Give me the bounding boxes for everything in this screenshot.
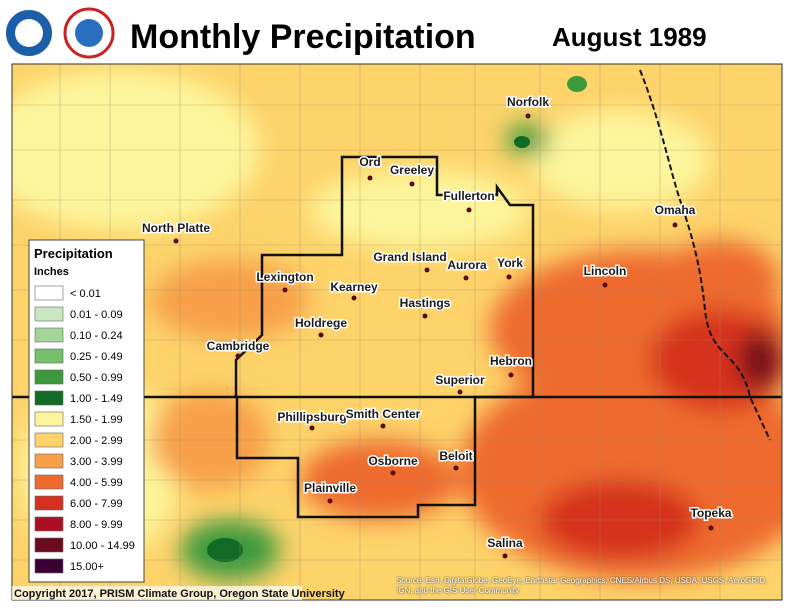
city-dot — [525, 113, 531, 119]
legend-swatch — [34, 495, 64, 511]
legend-unit: Inches — [34, 266, 69, 278]
legend-swatch — [34, 369, 64, 385]
legend-label: 3.00 - 3.99 — [70, 456, 123, 468]
date: August 1989 — [552, 22, 707, 52]
legend-swatch — [34, 558, 64, 574]
city-dot — [708, 525, 714, 531]
city-dot — [173, 238, 179, 244]
legend-swatch — [34, 516, 64, 532]
nws-logo-inner — [75, 19, 103, 47]
legend-swatch — [34, 327, 64, 343]
city-dot — [367, 175, 373, 181]
legend-swatch — [34, 537, 64, 553]
city-label: Phillipsburg — [277, 410, 346, 424]
city-label: Superior — [435, 373, 485, 387]
city-label: Cambridge — [207, 339, 270, 353]
legend-label: 0.25 - 0.49 — [70, 351, 123, 363]
city-label: York — [497, 256, 523, 270]
legend-swatch — [34, 474, 64, 490]
city-label: Grand Island — [373, 250, 446, 264]
legend-swatch — [34, 390, 64, 406]
city-dot — [380, 423, 386, 429]
city-dot — [506, 274, 512, 280]
legend-swatch — [34, 411, 64, 427]
city-dot — [351, 295, 357, 301]
legend-swatch — [34, 285, 64, 301]
legend-label: 0.10 - 0.24 — [70, 330, 123, 342]
copyright-bg — [12, 586, 302, 600]
city-label: Lincoln — [584, 264, 627, 278]
copyright: Copyright 2017, PRISM Climate Group, Ore… — [14, 588, 346, 600]
legend-swatch — [34, 432, 64, 448]
legend-title: Precipitation — [34, 246, 113, 261]
city-label: Holdrege — [295, 316, 347, 330]
city-label: Osborne — [368, 454, 418, 468]
city-dot — [502, 553, 508, 559]
city-label: Fullerton — [443, 189, 494, 203]
source-box: Source: Esri, DigitalGlobe, GeoEye, Eart… — [396, 576, 768, 595]
city-dot — [235, 353, 241, 359]
city-label: Topeka — [690, 506, 731, 520]
city-label: Kearney — [330, 280, 378, 294]
city-dot — [508, 372, 514, 378]
noaa-logo-inner — [15, 19, 43, 47]
city-dot — [463, 275, 469, 281]
legend-label: 10.00 - 14.99 — [70, 540, 135, 552]
city-dot — [602, 282, 608, 288]
city-label: Beloit — [439, 449, 472, 463]
city-label: Greeley — [390, 163, 434, 177]
legend: Precipitation Inches < 0.01 0.01 - 0.09 0.… — [28, 239, 145, 583]
city-dot — [390, 470, 396, 476]
city-label: Aurora — [447, 258, 487, 272]
legend-swatch — [34, 306, 64, 322]
legend-swatch — [34, 348, 64, 364]
city-dot — [318, 332, 324, 338]
legend-label: 8.00 - 9.99 — [70, 519, 123, 531]
city-label: Smith Center — [346, 407, 421, 421]
title: Monthly Precipitation — [130, 18, 476, 56]
city-dot — [309, 425, 315, 431]
city-dot — [466, 207, 472, 213]
city-label: Lexington — [256, 270, 313, 284]
city-label: Plainville — [304, 481, 356, 495]
precip-field — [12, 64, 782, 600]
legend-label: 1.50 - 1.99 — [70, 414, 123, 426]
city-label: Norfolk — [507, 95, 549, 109]
city-dot — [424, 267, 430, 273]
city-dot — [457, 389, 463, 395]
city-dot — [422, 313, 428, 319]
legend-label: < 0.01 — [70, 288, 101, 300]
source: Source: Esri, DigitalGlobe, GeoEye, Eart… — [396, 576, 768, 595]
legend-swatch — [34, 453, 64, 469]
city-label: Hebron — [490, 354, 532, 368]
city-label: Omaha — [655, 203, 696, 217]
city-label: Hastings — [400, 296, 451, 310]
legend-label: 4.00 - 5.99 — [70, 477, 123, 489]
legend-label: 0.50 - 0.99 — [70, 372, 123, 384]
legend-label: 6.00 - 7.99 — [70, 498, 123, 510]
legend-label: 0.01 - 0.09 — [70, 309, 123, 321]
city-label: Ord — [359, 155, 380, 169]
city-dot — [409, 181, 415, 187]
city-label: North Platte — [142, 221, 210, 235]
legend-label: 2.00 - 2.99 — [70, 435, 123, 447]
city-layer: Norfolk Ord Greeley Fullerton North Platte Om… — [140, 94, 733, 559]
legend-label: 1.00 - 1.49 — [70, 393, 123, 405]
city-dot — [672, 222, 678, 228]
city-dot — [327, 498, 333, 504]
city-dot — [282, 287, 288, 293]
city-dot — [453, 465, 459, 471]
city-label: Salina — [487, 536, 523, 550]
legend-label: 15.00+ — [70, 561, 104, 573]
